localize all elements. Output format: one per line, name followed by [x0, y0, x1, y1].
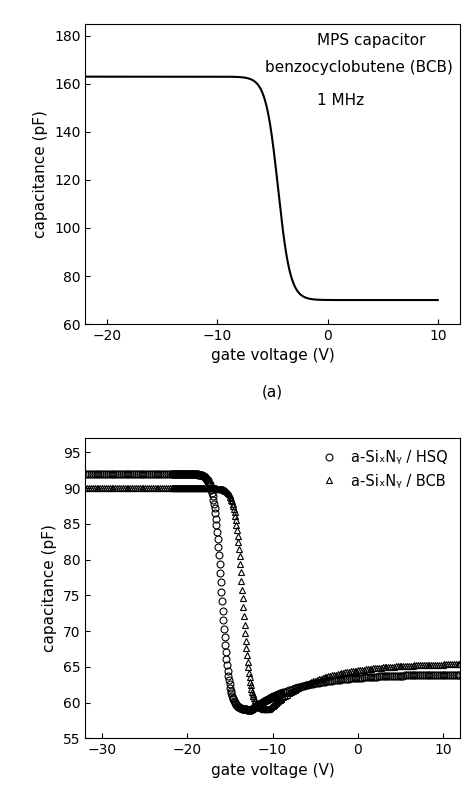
X-axis label: gate voltage (V): gate voltage (V) — [210, 349, 335, 364]
Legend: a-SiₓNᵧ / HSQ, a-SiₓNᵧ / BCB: a-SiₓNᵧ / HSQ, a-SiₓNᵧ / BCB — [310, 445, 453, 493]
a-SiₓNᵧ / BCB — [82, 484, 88, 493]
a-SiₓNᵧ / BCB — [275, 696, 281, 706]
a-SiₓNᵧ / HSQ — [82, 469, 88, 479]
a-SiₓNᵧ / HSQ — [456, 670, 462, 680]
Text: (a): (a) — [262, 384, 283, 399]
a-SiₓNᵧ / HSQ — [237, 703, 243, 713]
a-SiₓNᵧ / HSQ — [269, 692, 275, 702]
a-SiₓNᵧ / HSQ — [193, 469, 199, 479]
a-SiₓNᵧ / BCB — [193, 484, 199, 493]
a-SiₓNᵧ / HSQ — [129, 469, 135, 479]
a-SiₓNᵧ / BCB — [269, 701, 275, 711]
Text: MPS capacitor: MPS capacitor — [318, 33, 426, 48]
a-SiₓNᵧ / BCB — [301, 680, 307, 690]
Y-axis label: capacitance (pF): capacitance (pF) — [42, 524, 57, 652]
Text: benzocyclobutene (BCB): benzocyclobutene (BCB) — [265, 60, 453, 75]
Y-axis label: capacitance (pF): capacitance (pF) — [33, 110, 48, 238]
Line: a-SiₓNᵧ / HSQ: a-SiₓNᵧ / HSQ — [82, 470, 463, 713]
a-SiₓNᵧ / BCB — [237, 559, 243, 569]
a-SiₓNᵧ / BCB — [456, 659, 462, 669]
a-SiₓNᵧ / BCB — [129, 484, 135, 493]
Line: a-SiₓNᵧ / BCB: a-SiₓNᵧ / BCB — [82, 485, 463, 713]
a-SiₓNᵧ / HSQ — [248, 705, 254, 715]
a-SiₓNᵧ / HSQ — [275, 690, 281, 700]
a-SiₓNᵧ / HSQ — [301, 681, 307, 691]
a-SiₓNᵧ / BCB — [265, 705, 271, 715]
X-axis label: gate voltage (V): gate voltage (V) — [210, 763, 335, 778]
Text: 1 MHz: 1 MHz — [318, 93, 365, 108]
